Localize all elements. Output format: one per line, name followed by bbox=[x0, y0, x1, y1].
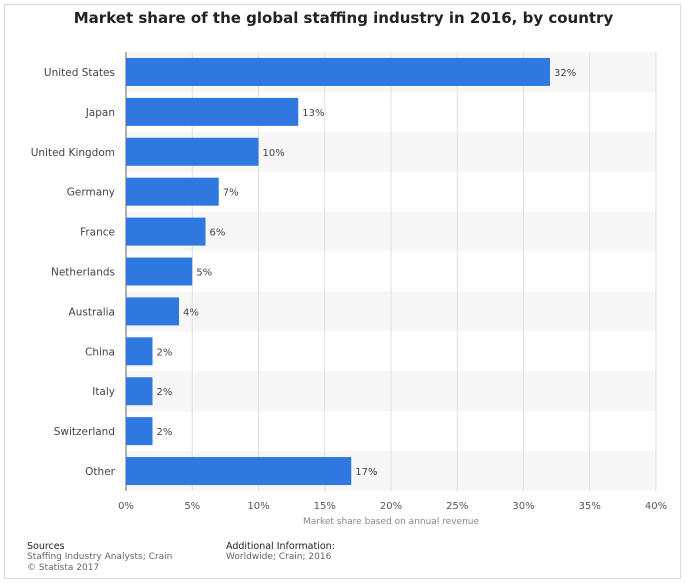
x-tick-label: 40% bbox=[645, 501, 667, 512]
bar bbox=[126, 177, 219, 206]
data-label: 2% bbox=[157, 347, 173, 358]
bar bbox=[126, 297, 179, 326]
bar bbox=[126, 97, 299, 126]
category-label: France bbox=[80, 227, 115, 239]
sources-line-2: © Statista 2017 bbox=[27, 563, 100, 573]
bar bbox=[126, 217, 206, 246]
data-label: 2% bbox=[157, 427, 173, 438]
sources-heading: Sources bbox=[27, 541, 65, 552]
x-tick-label: 25% bbox=[446, 501, 468, 512]
category-label: Germany bbox=[67, 187, 115, 199]
bar bbox=[126, 377, 153, 406]
additional-info-heading: Additional Information: bbox=[226, 541, 335, 552]
sources-line-1: Staffing Industry Analysts; Crain bbox=[27, 552, 173, 562]
bar bbox=[126, 57, 550, 86]
x-tick-label: 0% bbox=[118, 501, 134, 512]
category-label: Australia bbox=[69, 306, 115, 318]
x-tick-label: 10% bbox=[247, 501, 269, 512]
bar bbox=[126, 137, 259, 166]
category-label: United States bbox=[44, 67, 115, 79]
x-tick-label: 35% bbox=[579, 501, 601, 512]
category-label: Italy bbox=[92, 386, 115, 398]
bar bbox=[126, 257, 193, 286]
additional-info-line-1: Worldwide; Crain; 2016 bbox=[226, 552, 332, 562]
category-label: Netherlands bbox=[51, 267, 115, 279]
data-label: 7% bbox=[223, 188, 239, 199]
bar bbox=[126, 337, 153, 366]
x-tick-label: 30% bbox=[512, 501, 534, 512]
data-label: 4% bbox=[183, 307, 199, 318]
category-label: Japan bbox=[85, 107, 115, 119]
sources-block: Sources Staffing Industry Analysts; Crai… bbox=[27, 541, 172, 574]
additional-info-block: Additional Information: Worldwide; Crain… bbox=[226, 541, 335, 563]
category-label: Switzerland bbox=[54, 426, 115, 438]
category-label: China bbox=[85, 346, 115, 358]
x-tick-label: 15% bbox=[314, 501, 336, 512]
data-label: 6% bbox=[210, 228, 226, 239]
category-label: Other bbox=[85, 466, 115, 478]
bar bbox=[126, 457, 352, 486]
data-label: 10% bbox=[263, 148, 285, 159]
data-label: 2% bbox=[157, 387, 173, 398]
data-label: 5% bbox=[196, 268, 212, 279]
data-label: 32% bbox=[554, 68, 576, 79]
chart-title: Market share of the global staffing indu… bbox=[73, 9, 614, 27]
bar bbox=[126, 417, 153, 446]
data-label: 13% bbox=[302, 108, 324, 119]
data-label: 17% bbox=[355, 467, 377, 478]
x-tick-label: 20% bbox=[380, 501, 402, 512]
x-axis-title: Market share based on annual revenue bbox=[303, 517, 480, 527]
category-label: United Kingdom bbox=[31, 147, 115, 159]
x-tick-label: 5% bbox=[184, 501, 200, 512]
